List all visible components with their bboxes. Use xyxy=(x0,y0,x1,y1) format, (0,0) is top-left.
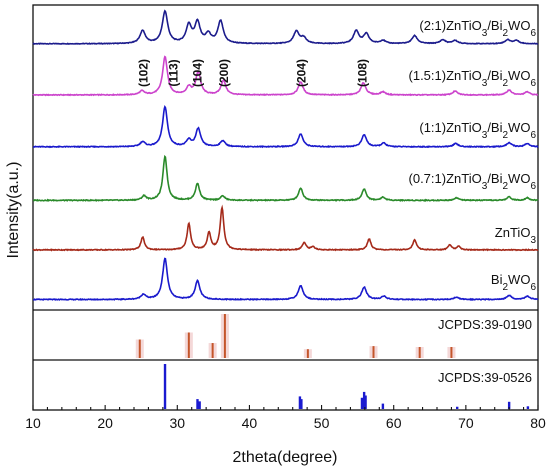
trace-0-7-1-zntio3-bi2wo6 xyxy=(32,154,539,203)
x-tick-label-50: 50 xyxy=(314,415,330,431)
series-label-bi2wo6: Bi2WO6 xyxy=(491,272,537,293)
trace-1-1-zntio3-bi2wo6 xyxy=(32,104,539,149)
series-label-1-1-zntio3-bi2wo6: (1:1)ZnTiO3/Bi2WO6 xyxy=(419,120,536,141)
peak-labels: (102) (113) (104) (200) (204) (108) xyxy=(136,59,369,87)
trace-1-5-1-zntio3-bi2wo6 xyxy=(32,55,539,97)
x-tick-label-10: 10 xyxy=(25,415,41,431)
x-tick-label-70: 70 xyxy=(458,415,474,431)
trace-zntio3 xyxy=(32,204,539,252)
peak-label: (204) xyxy=(294,59,308,87)
reference-sticks xyxy=(135,314,530,409)
x-tick-label-20: 20 xyxy=(97,415,113,431)
series-label-2-1-zntio3-bi2wo6: (2:1)ZnTiO3/Bi2WO6 xyxy=(419,18,536,39)
trace-2-1-zntio3-bi2wo6 xyxy=(32,9,539,46)
series-label-zntio3: ZnTiO3 xyxy=(495,225,537,246)
trace-bi2wo6 xyxy=(32,257,539,302)
reference-label-jcpds-39-0526: JCPDS:39-0526 xyxy=(438,370,532,385)
series-label-1-5-1-zntio3-bi2wo6: (1.5:1)ZnTiO3/Bi2WO6 xyxy=(409,68,537,89)
series-labels: (2:1)ZnTiO3/Bi2WO6 (1.5:1)ZnTiO3/Bi2WO6 (1… xyxy=(409,18,537,293)
peak-label: (104) xyxy=(191,59,205,87)
peak-label: (113) xyxy=(167,59,181,86)
reference-label-jcpds-39-0190: JCPDS:39-0190 xyxy=(438,317,532,332)
x-tick-label-60: 60 xyxy=(386,415,402,431)
x-tick-label-40: 40 xyxy=(242,415,258,431)
x-tick-label-80: 80 xyxy=(530,415,546,431)
reference-labels: JCPDS:39-0190 JCPDS:39-0526 xyxy=(438,317,532,385)
peak-label: (200) xyxy=(217,59,231,87)
peak-label: (108) xyxy=(356,59,370,87)
plot-frame xyxy=(32,4,539,411)
peak-label: (102) xyxy=(136,59,150,87)
x-tick-label-30: 30 xyxy=(169,415,185,431)
xrd-traces xyxy=(32,9,539,302)
series-label-0-7-1-zntio3-bi2wo6: (0.7:1)ZnTiO3/Bi2WO6 xyxy=(409,171,537,192)
x-axis-label: 2theta(degree) xyxy=(233,449,338,466)
x-axis-ticks: 10 20 30 40 50 60 70 80 xyxy=(25,405,546,431)
y-axis-label: Intensity(a.u.) xyxy=(5,162,22,259)
